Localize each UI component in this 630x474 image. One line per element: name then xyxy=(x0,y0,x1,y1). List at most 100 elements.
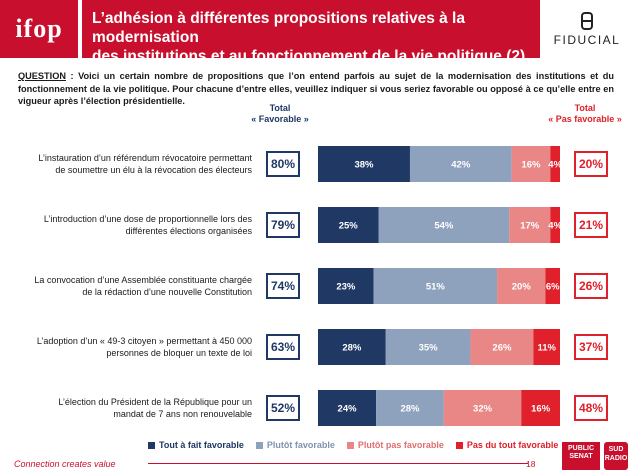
fiducial-logo: FIDUCIAL xyxy=(548,6,626,52)
title-line-1: L’adhésion à différentes propositions re… xyxy=(92,10,465,46)
total-favorable-value: 74% xyxy=(266,273,300,299)
bar-data-label: 28% xyxy=(342,343,362,354)
category-label-line: L’introduction d’une dose de proportionn… xyxy=(43,214,252,224)
bar-segment xyxy=(376,390,444,426)
bar-data-label: 16% xyxy=(521,160,541,171)
bar-data-label: 4% xyxy=(548,160,562,171)
category-label: L’introduction d’une dose de proportionn… xyxy=(18,213,252,237)
bar-segment xyxy=(318,207,379,243)
legend-label: Plutôt pas favorable xyxy=(357,440,444,450)
legend-swatch-icon xyxy=(255,441,263,449)
bar-segment xyxy=(318,146,410,182)
public-senat-logo-line1: PUBLIC xyxy=(567,445,595,452)
bar-data-label: 6% xyxy=(546,282,560,293)
legend-label: Plutôt favorable xyxy=(266,440,335,450)
page-number: 18 xyxy=(526,459,536,469)
bar-segment xyxy=(509,207,551,243)
sud-radio-logo: SUD RADIO xyxy=(604,442,628,470)
sud-radio-logo-line1: SUD xyxy=(608,446,624,453)
bar-segment xyxy=(511,146,551,182)
ifop-logo: ifop xyxy=(0,0,78,58)
total-favorable-header-line1: Total xyxy=(269,103,291,113)
category-label: L’élection du Président de la République… xyxy=(18,396,252,420)
category-label-line: différentes élections organisées xyxy=(125,226,252,236)
category-label: L’adoption d’un « 49-3 citoyen » permett… xyxy=(18,335,252,359)
bar-segment xyxy=(533,329,560,365)
bar-segment xyxy=(470,329,534,365)
total-favorable-value: 63% xyxy=(266,334,300,360)
chart-legend: Tout à fait favorable Plutôt favorable P… xyxy=(148,440,568,450)
bar-data-label: 20% xyxy=(512,282,532,293)
bar-segment xyxy=(385,329,471,365)
page-title: L’adhésion à différentes propositions re… xyxy=(82,0,540,65)
category-label-line: L’élection du Président de la République… xyxy=(58,397,252,407)
bar-data-label: 11% xyxy=(537,343,556,354)
category-label-line: L’instauration d’un référendum révocatoi… xyxy=(38,153,252,163)
total-pas-favorable-value: 20% xyxy=(574,151,608,177)
legend-item-plutot-pas: Plutôt pas favorable xyxy=(346,440,444,450)
category-label-line: de soumettre un élu à la révocation des … xyxy=(55,165,252,175)
bar-data-label: 38% xyxy=(354,160,374,171)
total-favorable-value: 52% xyxy=(266,395,300,421)
bar-segment xyxy=(318,329,386,365)
legend-label: Tout à fait favorable xyxy=(159,440,244,450)
question-body: : Voici un certain nombre de proposition… xyxy=(18,71,614,106)
footer-divider xyxy=(148,463,528,464)
bar-segment xyxy=(545,268,560,304)
total-pas-favorable-value: 26% xyxy=(574,273,608,299)
bar-data-label: 54% xyxy=(434,221,454,232)
bar-data-label: 24% xyxy=(338,404,358,415)
bar-data-label: 26% xyxy=(492,343,512,354)
sud-radio-logo-line2: RADIO xyxy=(604,455,628,462)
bar-segment xyxy=(550,207,560,243)
ifop-logo-text: ifop xyxy=(15,14,63,43)
bar-segment xyxy=(443,390,522,426)
legend-item-tout-a-fait: Tout à fait favorable xyxy=(148,440,244,450)
bar-data-label: 32% xyxy=(473,404,493,415)
bar-segment xyxy=(378,207,510,243)
bar-data-label: 4% xyxy=(548,221,562,232)
total-pas-favorable-header-line2: « Pas favorable » xyxy=(548,114,622,124)
bar-segment xyxy=(497,268,546,304)
public-senat-logo-line2: SENAT xyxy=(569,453,593,460)
public-senat-logo: PUBLIC SENAT xyxy=(562,442,600,470)
bar-data-label: 23% xyxy=(336,282,356,293)
total-pas-favorable-value: 21% xyxy=(574,212,608,238)
footer-tagline: Connection creates value xyxy=(14,459,116,469)
fiducial-icon xyxy=(581,11,593,30)
bar-data-label: 51% xyxy=(426,282,446,293)
legend-swatch-icon xyxy=(455,441,463,449)
bar-segment xyxy=(550,146,560,182)
category-label-line: mandat de 7 ans non renouvelable xyxy=(113,409,252,419)
legend-swatch-icon xyxy=(346,441,354,449)
bar-segment xyxy=(521,390,560,426)
total-pas-favorable-header-line1: Total xyxy=(574,103,596,113)
bar-segment xyxy=(373,268,498,304)
category-label-line: de la rédaction d’une nouvelle Constitut… xyxy=(82,287,252,297)
category-label: La convocation d’une Assemblée constitua… xyxy=(18,274,252,298)
legend-label: Pas du tout favorable xyxy=(466,440,559,450)
category-label-line: personnes de bloquer un texte de loi xyxy=(106,348,252,358)
bar-segment xyxy=(318,268,374,304)
total-pas-favorable-value: 37% xyxy=(574,334,608,360)
bar-segment xyxy=(318,390,377,426)
bar-data-label: 17% xyxy=(520,221,540,232)
legend-item-plutot: Plutôt favorable xyxy=(255,440,335,450)
total-favorable-header: Total « Favorable » xyxy=(240,103,320,125)
fiducial-logo-text: FIDUCIAL xyxy=(553,32,621,47)
total-favorable-value: 79% xyxy=(266,212,300,238)
header: ifop L’adhésion à différentes propositio… xyxy=(0,0,630,65)
total-pas-favorable-header: Total « Pas favorable » xyxy=(545,103,625,125)
category-label: L’instauration d’un référendum révocatoi… xyxy=(18,152,252,176)
total-pas-favorable-value: 48% xyxy=(574,395,608,421)
legend-swatch-icon xyxy=(148,441,155,449)
bar-data-label: 25% xyxy=(339,221,359,232)
question-text: QUESTION : Voici un certain nombre de pr… xyxy=(18,70,614,108)
bar-data-label: 35% xyxy=(419,343,439,354)
bar-data-label: 16% xyxy=(531,404,551,415)
legend-item-pas-du-tout: Pas du tout favorable xyxy=(455,440,559,450)
total-favorable-header-line2: « Favorable » xyxy=(251,114,309,124)
category-label-line: La convocation d’une Assemblée constitua… xyxy=(34,275,252,285)
question-label: QUESTION xyxy=(18,71,66,81)
